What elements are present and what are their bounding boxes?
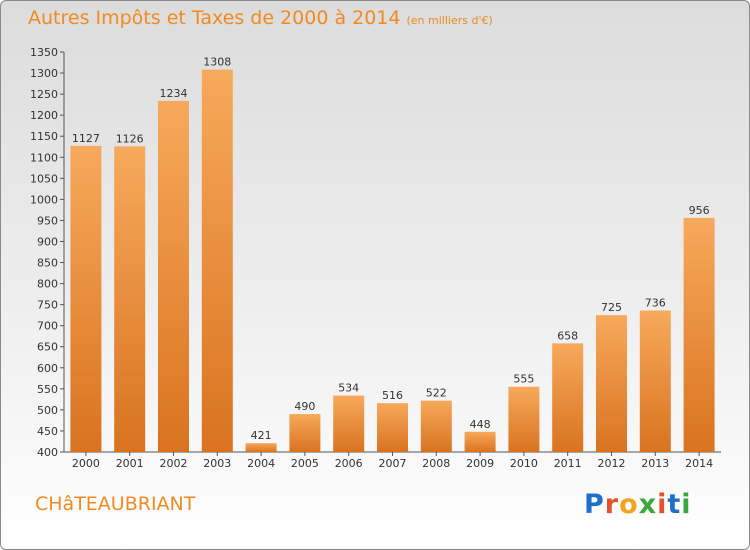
- bar-2014: [683, 217, 715, 452]
- value-label-2001: 1126: [116, 132, 144, 145]
- value-label-2002: 1234: [160, 87, 188, 100]
- y-tick-label: 650: [37, 341, 58, 354]
- x-tick-label-2000: 2000: [72, 457, 100, 470]
- y-tick-label: 500: [37, 404, 58, 417]
- y-tick-label: 1200: [30, 109, 58, 122]
- y-tick-label: 1100: [30, 151, 58, 164]
- value-label-2010: 555: [513, 373, 534, 386]
- x-tick-label-2005: 2005: [291, 457, 319, 470]
- x-tick-label-2004: 2004: [247, 457, 275, 470]
- y-tick-label: 550: [37, 383, 58, 396]
- y-tick-label: 400: [37, 446, 58, 459]
- value-label-2003: 1308: [203, 56, 231, 69]
- bar-2007: [377, 403, 408, 452]
- bar-2004: [245, 443, 277, 452]
- x-axis: 2000 2001 2002 2003 2004 2005 2006 2007 2008 2009…: [72, 452, 713, 470]
- bar-2010: [508, 386, 540, 452]
- y-tick-label: 800: [37, 278, 58, 291]
- y-tick-label: 850: [37, 257, 58, 270]
- chart-unit: (en milliers d'€): [406, 14, 493, 27]
- city-name: CHâTEAUBRIANT: [35, 493, 196, 515]
- logo-letter: o: [619, 489, 639, 520]
- chart-title-text: Autres Impôts et Taxes de 2000 à 2014: [28, 7, 401, 29]
- value-label-2000: 1127: [72, 132, 100, 145]
- logo-letter: P: [584, 489, 605, 520]
- proxiti-logo[interactable]: Proxiti: [584, 489, 692, 520]
- bar-2000: [70, 145, 102, 453]
- logo-letter: i: [681, 489, 692, 520]
- bar-2012: [596, 315, 627, 452]
- y-tick-label: 1000: [30, 193, 58, 206]
- value-label-2013: 736: [645, 297, 666, 310]
- x-tick-label-2009: 2009: [466, 457, 494, 470]
- y-tick-label: 750: [37, 299, 58, 312]
- x-tick-label-2011: 2011: [554, 457, 582, 470]
- y-tick-label: 1250: [30, 88, 58, 101]
- y-tick-label: 700: [37, 320, 58, 333]
- value-label-2006: 534: [338, 382, 359, 395]
- bar-2003: [201, 69, 233, 453]
- value-label-2012: 725: [601, 301, 622, 314]
- bar-2001: [114, 146, 146, 452]
- y-tick-label: 1150: [30, 130, 58, 143]
- bars: [70, 69, 715, 453]
- x-tick-label-2008: 2008: [422, 457, 450, 470]
- logo-letter: i: [657, 489, 668, 520]
- x-tick-label-2010: 2010: [510, 457, 538, 470]
- logo-letter: x: [638, 489, 658, 520]
- y-tick-label: 1350: [30, 46, 58, 59]
- x-tick-label-2003: 2003: [203, 457, 231, 470]
- bar-2008: [420, 400, 452, 452]
- logo-letter: r: [604, 489, 620, 520]
- x-tick-label-2006: 2006: [335, 457, 363, 470]
- value-labels: 1127 1126 1234 1308 421 490 534 516 522 448 555 658…: [72, 56, 710, 442]
- bar-2011: [552, 343, 584, 452]
- x-tick-label-2001: 2001: [116, 457, 144, 470]
- value-label-2011: 658: [557, 329, 578, 342]
- value-label-2014: 956: [689, 204, 710, 217]
- y-tick-label: 900: [37, 235, 58, 248]
- bar-2002: [158, 100, 189, 452]
- chart-title: Autres Impôts et Taxes de 2000 à 2014 (en…: [28, 7, 493, 29]
- bar-2005: [289, 414, 321, 452]
- x-tick-label-2002: 2002: [160, 457, 188, 470]
- bar-2009: [464, 431, 496, 452]
- bar-2013: [639, 310, 671, 452]
- x-tick-label-2013: 2013: [641, 457, 669, 470]
- y-tick-label: 600: [37, 362, 58, 375]
- value-label-2009: 448: [470, 418, 491, 431]
- y-tick-label: 1050: [30, 172, 58, 185]
- x-tick-label-2007: 2007: [379, 457, 407, 470]
- logo-letter: t: [667, 489, 682, 520]
- y-tick-label: 1300: [30, 67, 58, 80]
- y-tick-label: 450: [37, 425, 58, 438]
- x-tick-label-2012: 2012: [598, 457, 626, 470]
- value-label-2005: 490: [294, 400, 315, 413]
- y-tick-label: 950: [37, 214, 58, 227]
- x-tick-label-2014: 2014: [685, 457, 713, 470]
- bar-2006: [333, 395, 365, 452]
- value-label-2004: 421: [251, 429, 272, 442]
- value-label-2007: 516: [382, 389, 403, 402]
- value-label-2008: 522: [426, 387, 447, 400]
